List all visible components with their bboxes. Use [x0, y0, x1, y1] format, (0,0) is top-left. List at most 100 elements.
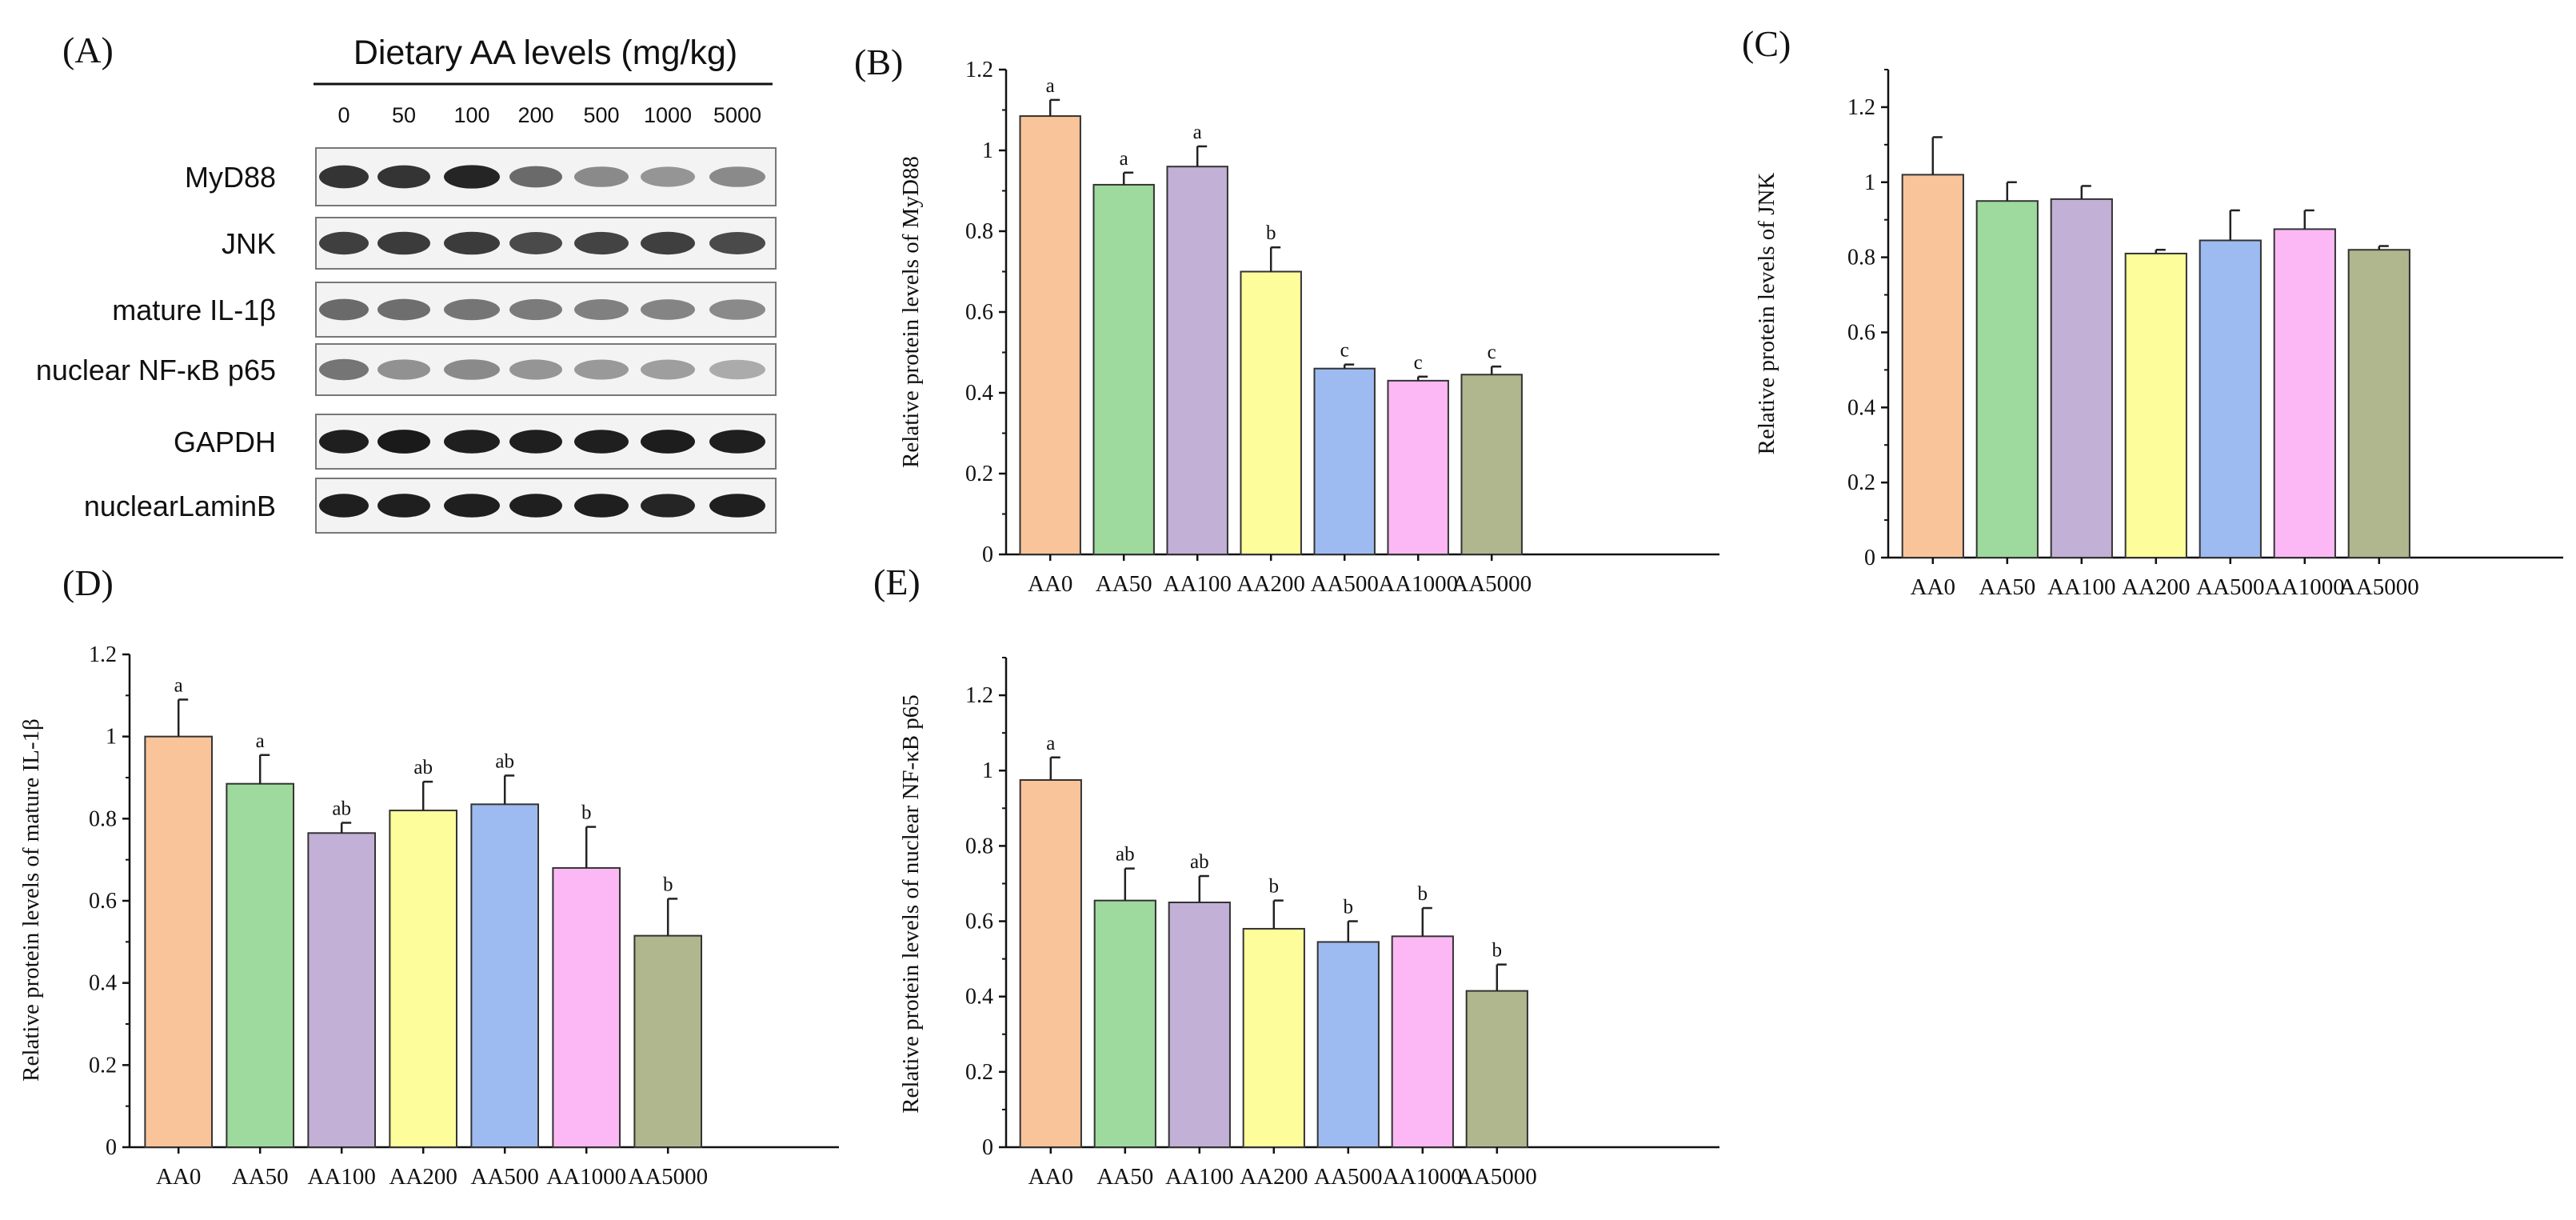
y-tick-label: 0.4 [1847, 395, 1875, 420]
bar [1465, 990, 1528, 1148]
protein-label: MyD88 [185, 161, 276, 194]
blot-band [574, 430, 629, 454]
x-tick-label: AA5000 [1457, 1164, 1537, 1190]
bar-charts: (B) 0 0.2 0.4 0.6 0.8 1 1.2 Relative protein lev… [18, 23, 2563, 1190]
y-tick-label: 0.2 [89, 1053, 117, 1078]
x-tick-label: AA5000 [628, 1164, 708, 1190]
bar [389, 810, 458, 1148]
blot-band [509, 232, 562, 254]
blot-band [377, 430, 430, 454]
x-tick-label: AA0 [156, 1164, 201, 1190]
x-tick-label: AA0 [1911, 574, 1955, 600]
protein-label: nuclear NF-κB p65 [36, 354, 276, 386]
panel-label: (B) [854, 42, 903, 82]
y-tick-label: 0.6 [965, 910, 993, 934]
y-tick-label: 1.2 [89, 642, 117, 667]
blot-band [319, 231, 369, 255]
blot-row: nuclear NF-κB p65 [36, 343, 777, 396]
blot-band [509, 430, 562, 454]
bar [1240, 270, 1302, 555]
bar [470, 803, 540, 1148]
y-axis-label: Relative protein levels of mature IL-1β [18, 718, 44, 1082]
x-tick-label: AA1000 [2265, 574, 2345, 600]
bar [2050, 198, 2113, 558]
blot-band [641, 359, 695, 380]
bar [226, 782, 295, 1148]
blot-band [709, 359, 765, 380]
bar [1975, 200, 2039, 558]
blot-band [641, 231, 695, 255]
blot-band [509, 298, 562, 321]
y-tick-label: 1.2 [965, 683, 993, 708]
significance-label: b [1492, 940, 1503, 962]
bar [2347, 249, 2410, 558]
bar [1019, 779, 1082, 1148]
y-tick-label: 1 [1864, 170, 1875, 195]
blot-row: GAPDH [174, 414, 777, 470]
blot-band [319, 494, 369, 518]
y-tick-label: 0 [982, 542, 993, 567]
blot-rows: MyD88 JNK mature IL-1β nuclear NF-κB p65 GAP… [36, 147, 777, 534]
bar [1901, 174, 1964, 558]
dose-labels: 0 50 100 200 500 1000 5000 [337, 103, 761, 127]
blot-band [377, 494, 430, 518]
x-tick-label: AA1000 [1383, 1164, 1463, 1190]
panel-label: (C) [1742, 23, 1791, 64]
y-tick-label: 0.8 [965, 834, 993, 858]
dose-label: 1000 [644, 103, 692, 127]
bar [1093, 899, 1156, 1148]
protein-label: mature IL-1β [112, 294, 276, 326]
y-tick-label: 0.2 [1847, 470, 1875, 495]
dose-label: 200 [517, 103, 553, 127]
significance-label: b [1269, 876, 1280, 898]
significance-label: b [1266, 222, 1276, 244]
x-tick-label: AA5000 [2339, 574, 2419, 600]
blot-band [641, 430, 695, 454]
significance-label: c [1414, 352, 1423, 374]
x-tick-label: AA1000 [546, 1164, 626, 1190]
blot-band [377, 298, 430, 321]
blot-band [641, 494, 695, 518]
blot-band [709, 166, 765, 187]
blot-row: MyD88 [185, 147, 777, 206]
y-tick-label: 0.6 [89, 889, 117, 914]
bar [307, 832, 377, 1149]
x-tick-label: AA200 [1240, 1164, 1308, 1190]
y-tick-label: 1 [106, 725, 117, 750]
bar-chart-panel: (D) 0 0.2 0.4 0.6 0.8 1 1.2 Relative protein lev… [18, 562, 839, 1190]
y-axis-label: Relative protein levels of JNK [1754, 173, 1779, 455]
blot-band [444, 231, 500, 255]
bar [1460, 374, 1523, 555]
significance-label: c [1488, 342, 1496, 363]
blot-band [444, 165, 500, 189]
significance-label: a [174, 674, 183, 696]
bar [1316, 941, 1380, 1149]
y-tick-label: 0.4 [965, 985, 993, 1010]
protein-label: GAPDH [174, 426, 276, 458]
dose-label: 100 [453, 103, 489, 127]
blot-band [709, 494, 765, 518]
bar [633, 934, 703, 1148]
bar [1019, 115, 1081, 555]
blot-band [319, 165, 369, 189]
bar [1166, 166, 1228, 555]
y-tick-label: 0.8 [1847, 246, 1875, 270]
y-tick-label: 0 [106, 1135, 117, 1160]
x-tick-label: AA50 [1979, 574, 2035, 600]
blot-band [377, 359, 430, 380]
western-blot-title: Dietary AA levels (mg/kg) [353, 34, 737, 72]
x-tick-label: AA50 [1096, 571, 1152, 597]
blot-band [509, 494, 562, 518]
significance-label: ab [1190, 851, 1209, 873]
significance-label: a [1046, 733, 1055, 754]
bar [1391, 935, 1454, 1149]
significance-label: a [256, 730, 265, 752]
y-axis-label: Relative protein levels of MyD88 [898, 156, 924, 468]
blot-row: JNK [222, 217, 777, 270]
dose-label: 5000 [713, 103, 761, 127]
bar [2124, 252, 2187, 558]
x-tick-label: AA100 [2047, 574, 2115, 600]
x-tick-label: AA0 [1028, 1164, 1073, 1190]
x-tick-label: AA50 [232, 1164, 289, 1190]
